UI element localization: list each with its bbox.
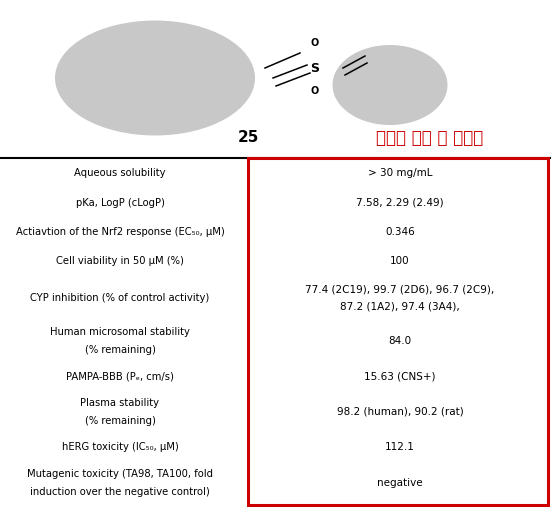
Text: 우수한 효능 및 약물성: 우수한 효능 및 약물성 [376, 129, 484, 147]
Text: Aqueous solubility: Aqueous solubility [74, 168, 166, 178]
Text: O: O [311, 86, 319, 96]
Ellipse shape [332, 45, 447, 125]
Text: hERG toxicity (IC₅₀, μM): hERG toxicity (IC₅₀, μM) [62, 442, 179, 452]
Text: 100: 100 [390, 257, 410, 266]
Text: 0.346: 0.346 [385, 227, 415, 237]
Text: CYP inhibition (% of control activity): CYP inhibition (% of control activity) [30, 293, 209, 303]
Text: O: O [311, 38, 319, 48]
Text: (% remaining): (% remaining) [84, 345, 155, 355]
Text: PAMPA-BBB (Pₑ, cm/s): PAMPA-BBB (Pₑ, cm/s) [66, 371, 174, 381]
Text: 112.1: 112.1 [385, 442, 415, 452]
Text: 77.4 (2C19), 99.7 (2D6), 96.7 (2C9),: 77.4 (2C19), 99.7 (2D6), 96.7 (2C9), [305, 284, 495, 294]
Text: Actiavtion of the Nrf2 response (EC₅₀, μM): Actiavtion of the Nrf2 response (EC₅₀, μ… [15, 227, 224, 237]
Text: 15.63 (CNS+): 15.63 (CNS+) [364, 371, 436, 381]
Text: 7.58, 2.29 (2.49): 7.58, 2.29 (2.49) [356, 198, 444, 208]
Bar [248, 158, 548, 505]
Text: S: S [311, 61, 320, 75]
Text: 87.2 (1A2), 97.4 (3A4),: 87.2 (1A2), 97.4 (3A4), [340, 302, 460, 312]
Text: > 30 mg/mL: > 30 mg/mL [368, 168, 432, 178]
Text: (% remaining): (% remaining) [84, 416, 155, 425]
Text: Mutagenic toxicity (TA98, TA100, fold: Mutagenic toxicity (TA98, TA100, fold [27, 468, 213, 479]
Text: 98.2 (human), 90.2 (rat): 98.2 (human), 90.2 (rat) [337, 407, 463, 417]
Ellipse shape [55, 20, 255, 135]
Text: negative: negative [377, 478, 423, 488]
Text: 25: 25 [237, 130, 258, 146]
Text: Human microsomal stability: Human microsomal stability [50, 327, 190, 337]
Text: pKa, LogP (cLogP): pKa, LogP (cLogP) [75, 198, 164, 208]
Text: induction over the negative control): induction over the negative control) [30, 487, 210, 496]
Text: Plasma stability: Plasma stability [80, 397, 159, 408]
Text: 84.0: 84.0 [388, 336, 412, 346]
Text: Cell viability in 50 μM (%): Cell viability in 50 μM (%) [56, 257, 184, 266]
